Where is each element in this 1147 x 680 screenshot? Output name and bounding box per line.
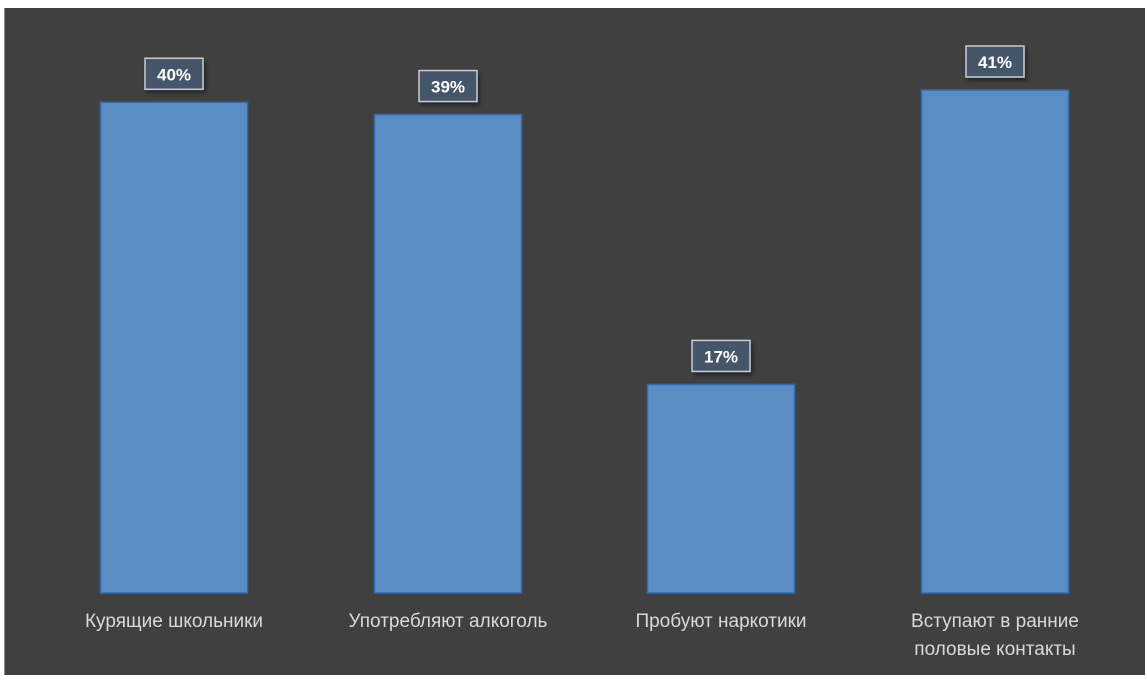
data-label-box [691,339,751,373]
data-label-text: 17% [704,347,738,366]
category-label-line: половые контакты [914,639,1075,660]
category-label-line: Вступают в ранние [911,611,1079,632]
data-label-box [418,69,478,103]
category-label-line: Употребляют алкоголь [349,611,548,632]
chart-area: 40% 39% 17% 41% Курящие школьники Употребляю… [4,8,1145,675]
data-label-text: 39% [431,78,465,97]
category-label-2: Употребляют алкоголь [349,611,548,632]
bar-chart: 40% 39% 17% 41% Курящие школьники Употребляю… [85,45,1079,660]
data-label-box [144,57,204,91]
category-label-1: Курящие школьники [85,611,263,632]
bar-4 [920,89,1070,594]
data-label-text: 41% [978,53,1012,72]
category-label-4: Вступают в ранние половые контакты [911,611,1079,660]
bars-group [99,89,1070,594]
bar-1 [99,101,249,594]
data-label-box [965,45,1025,78]
data-label-1: 40% [144,57,204,91]
bar-3 [646,383,796,594]
category-label-3: Пробуют наркотики [635,611,806,632]
bar-2 [373,113,523,594]
data-label-text: 40% [157,65,191,84]
category-label-line: Пробуют наркотики [635,611,806,632]
data-label-4: 41% [965,45,1025,78]
data-label-3: 17% [691,339,751,373]
category-label-line: Курящие школьники [85,611,263,632]
category-labels-group: Курящие школьники Употребляют алкоголь Про… [85,611,1079,660]
value-labels-group: 40% 39% 17% 41% [144,45,1025,373]
data-label-2: 39% [418,69,478,103]
